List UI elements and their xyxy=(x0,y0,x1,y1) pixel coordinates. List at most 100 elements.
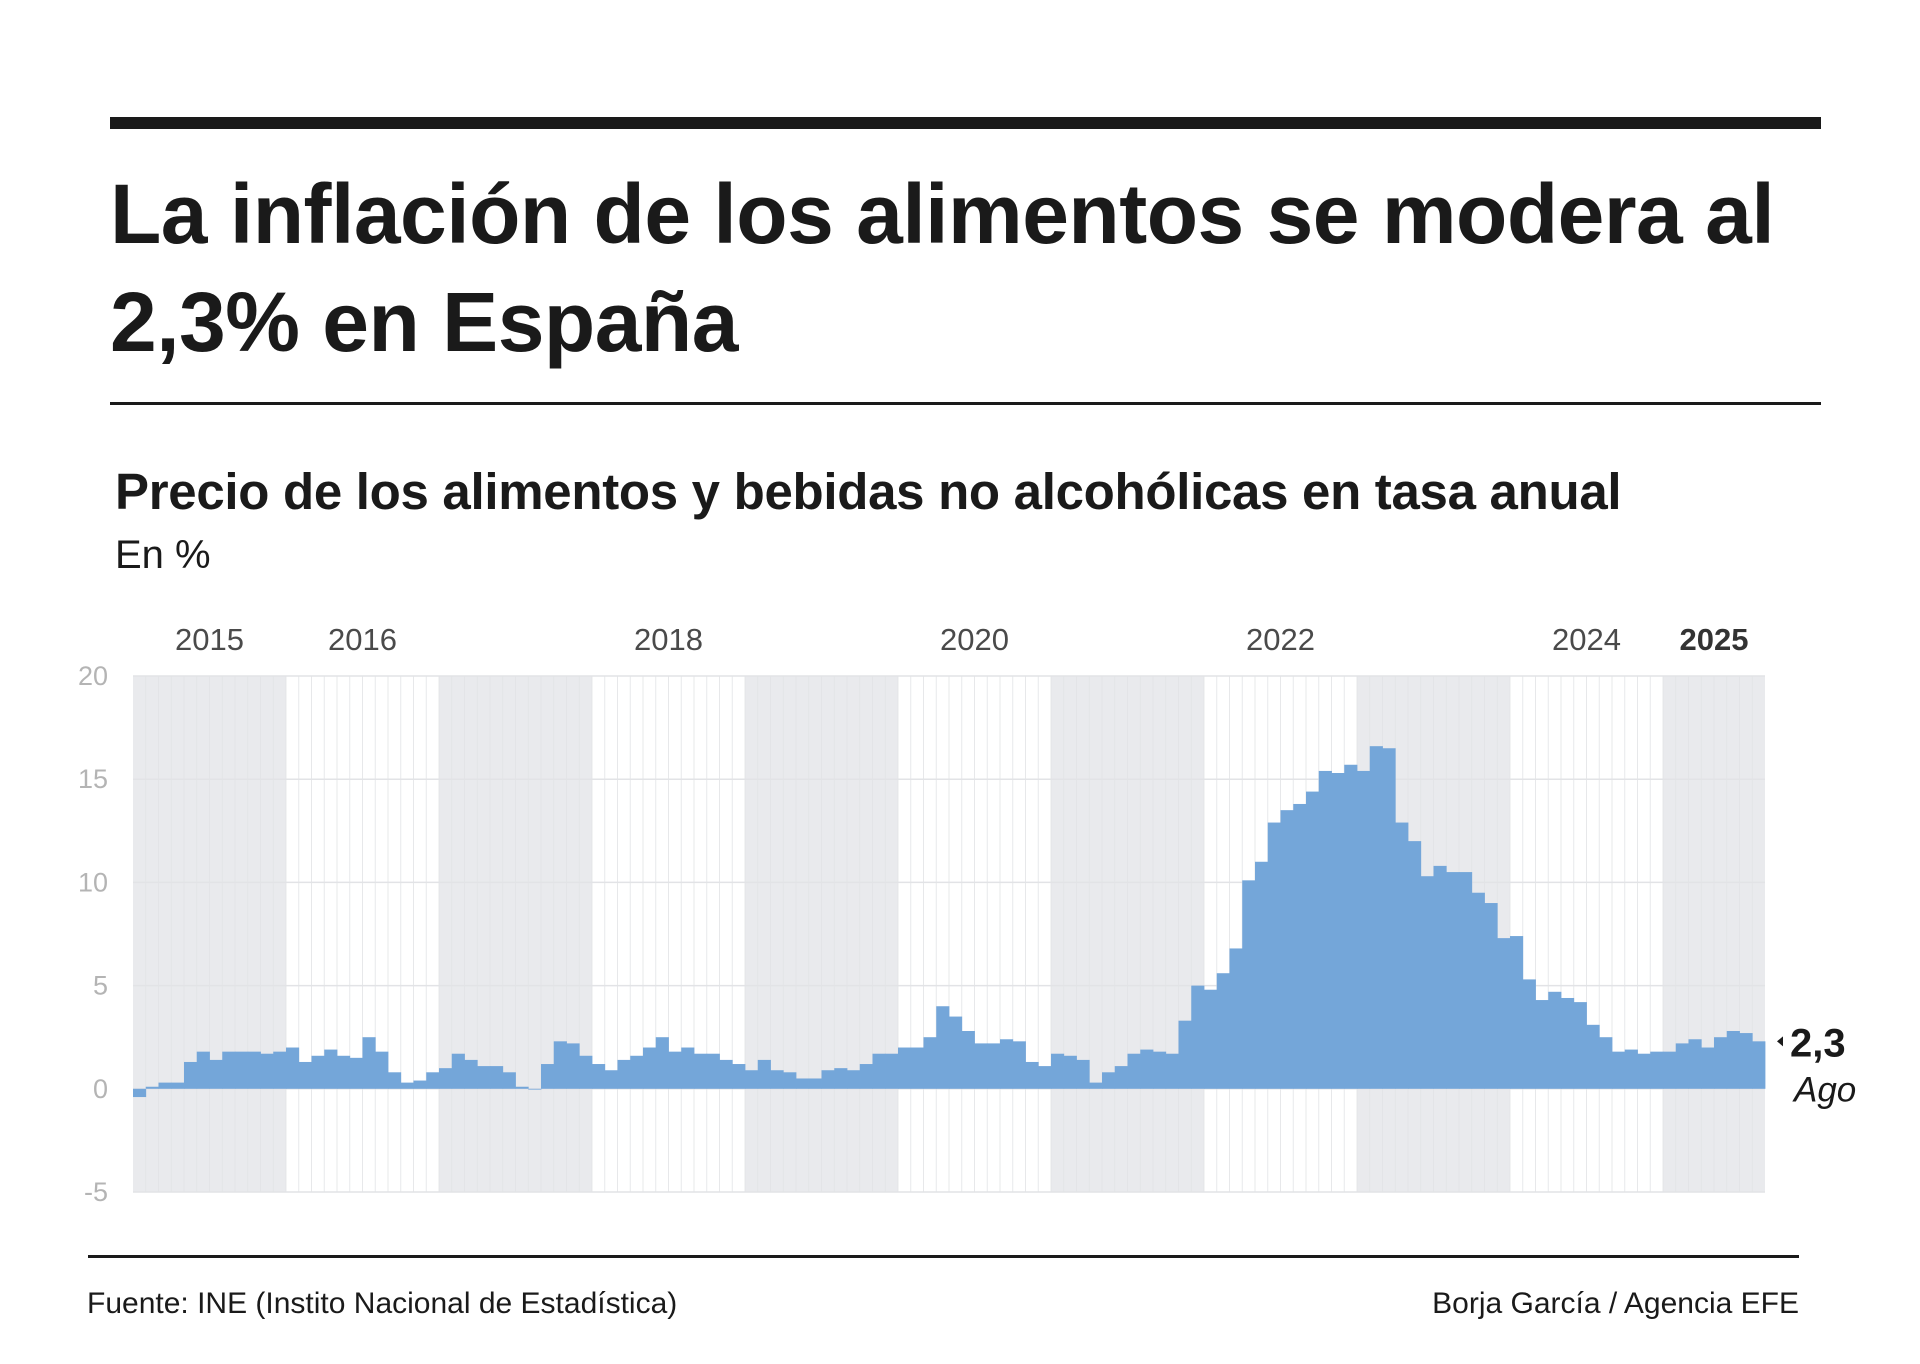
bar-2016-06 xyxy=(349,1057,363,1089)
bar-2025-02 xyxy=(1675,1043,1689,1089)
year-labels: 2015 2016 2018 2020 2022 2024 2025 xyxy=(175,622,1748,657)
bar-2015-03 xyxy=(158,1082,172,1089)
bar-2024-07 xyxy=(1586,1024,1600,1089)
bar-2018-01 xyxy=(592,1064,606,1089)
bar-2023-05 xyxy=(1408,841,1422,1089)
bar-2017-11 xyxy=(566,1043,580,1089)
bar-2017-12 xyxy=(579,1055,593,1089)
bar-2017-09 xyxy=(541,1064,555,1089)
y-tick-label: 5 xyxy=(93,971,108,1001)
bar-2022-05 xyxy=(1255,861,1269,1089)
bar-2021-09 xyxy=(1153,1051,1167,1089)
bar-2020-09 xyxy=(1000,1039,1014,1089)
bar-2024-11 xyxy=(1637,1053,1651,1089)
bar-2016-01 xyxy=(286,1047,300,1089)
bar-2023-01 xyxy=(1357,770,1371,1089)
bar-2017-04 xyxy=(477,1066,491,1089)
bar-2022-09 xyxy=(1306,791,1320,1089)
bar-2024-02 xyxy=(1522,979,1536,1089)
bar-2020-12 xyxy=(1038,1066,1052,1089)
month-gridlines xyxy=(145,676,1753,1192)
bar-2020-08 xyxy=(987,1043,1001,1089)
bar-2022-06 xyxy=(1267,822,1281,1089)
bar-2025-08 xyxy=(1752,1041,1766,1089)
bar-2016-08 xyxy=(375,1051,389,1089)
bar-2017-03 xyxy=(464,1059,478,1089)
bar-2017-07 xyxy=(515,1086,529,1089)
bar-2024-05 xyxy=(1561,997,1575,1089)
bar-2024-03 xyxy=(1535,1000,1549,1089)
bar-2020-03 xyxy=(923,1037,937,1089)
bar-2017-01 xyxy=(439,1068,453,1089)
chart-title: Precio de los alimentos y bebidas no alc… xyxy=(115,463,1622,520)
bar-2023-08 xyxy=(1446,872,1460,1089)
bar-2022-12 xyxy=(1344,764,1358,1089)
bar-2024-08 xyxy=(1599,1037,1613,1089)
bar-2015-06 xyxy=(196,1051,210,1089)
title-divider xyxy=(110,402,1821,405)
bar-2018-02 xyxy=(604,1070,618,1089)
bar-2022-08 xyxy=(1293,803,1307,1089)
bar-2018-07 xyxy=(668,1051,682,1089)
bar-2021-06 xyxy=(1114,1066,1128,1089)
bar-2025-05 xyxy=(1714,1037,1728,1089)
bar-2017-02 xyxy=(451,1053,465,1089)
bar-2023-07 xyxy=(1433,865,1447,1089)
bar-2015-07 xyxy=(209,1059,223,1089)
bar-2023-02 xyxy=(1369,746,1383,1089)
bars xyxy=(133,746,1766,1098)
bar-2015-01 xyxy=(133,1088,147,1098)
bar-2019-05 xyxy=(796,1078,810,1089)
y-tick-label: -5 xyxy=(84,1177,108,1207)
chart-unit-label: En % xyxy=(115,533,211,577)
bar-2019-10 xyxy=(859,1064,873,1089)
bar-2019-08 xyxy=(834,1068,848,1089)
bar-2017-10 xyxy=(553,1041,567,1089)
year-label-2020: 2020 xyxy=(940,622,1009,657)
bar-2021-12 xyxy=(1191,985,1205,1089)
bar-2016-04 xyxy=(324,1049,338,1089)
top-thick-rule xyxy=(110,117,1821,129)
bar-2015-10 xyxy=(247,1051,261,1089)
latest-value-label: 2,3 xyxy=(1790,1021,1846,1065)
bar-2019-04 xyxy=(783,1072,797,1089)
bar-2024-10 xyxy=(1624,1049,1638,1089)
y-tick-label: 15 xyxy=(78,764,108,794)
bar-2016-05 xyxy=(337,1055,351,1089)
bar-2015-09 xyxy=(235,1051,249,1089)
bar-2018-11 xyxy=(719,1059,733,1089)
pointer-triangle-icon xyxy=(1777,1036,1783,1047)
bar-2016-02 xyxy=(298,1061,312,1089)
bar-2018-12 xyxy=(732,1064,746,1089)
bar-2020-01 xyxy=(898,1047,912,1089)
year-label-2015: 2015 xyxy=(175,622,244,657)
latest-value-annotation: 2,3 Ago xyxy=(1777,1021,1856,1109)
bar-2023-06 xyxy=(1420,876,1434,1089)
bar-2022-01 xyxy=(1204,989,1218,1089)
bar-2023-03 xyxy=(1382,748,1396,1089)
bar-2022-03 xyxy=(1229,948,1243,1089)
bar-2016-11 xyxy=(413,1080,427,1089)
year-label-2016: 2016 xyxy=(328,622,397,657)
bar-2020-04 xyxy=(936,1006,950,1089)
page-title: La inflación de los alimentos se modera … xyxy=(110,167,1775,369)
bar-2018-03 xyxy=(617,1059,631,1089)
bar-2016-03 xyxy=(311,1055,325,1089)
bar-2021-08 xyxy=(1140,1049,1154,1089)
year-label-2022: 2022 xyxy=(1246,622,1315,657)
bar-2019-01 xyxy=(745,1070,759,1089)
bar-2022-07 xyxy=(1280,810,1294,1089)
bar-2017-06 xyxy=(502,1072,516,1089)
bar-2024-01 xyxy=(1510,936,1524,1089)
author-credit: Borja García / Agencia EFE xyxy=(1432,1287,1799,1320)
bar-2015-12 xyxy=(273,1051,287,1089)
bar-2022-02 xyxy=(1216,973,1230,1089)
bar-2015-04 xyxy=(171,1082,185,1089)
bar-2020-05 xyxy=(949,1016,963,1089)
bar-2021-07 xyxy=(1127,1053,1141,1089)
y-tick-label: 10 xyxy=(78,867,108,897)
bar-2025-04 xyxy=(1701,1047,1715,1089)
bar-2021-05 xyxy=(1102,1072,1116,1089)
bar-2017-08 xyxy=(528,1088,542,1090)
bar-2021-03 xyxy=(1076,1059,1090,1089)
